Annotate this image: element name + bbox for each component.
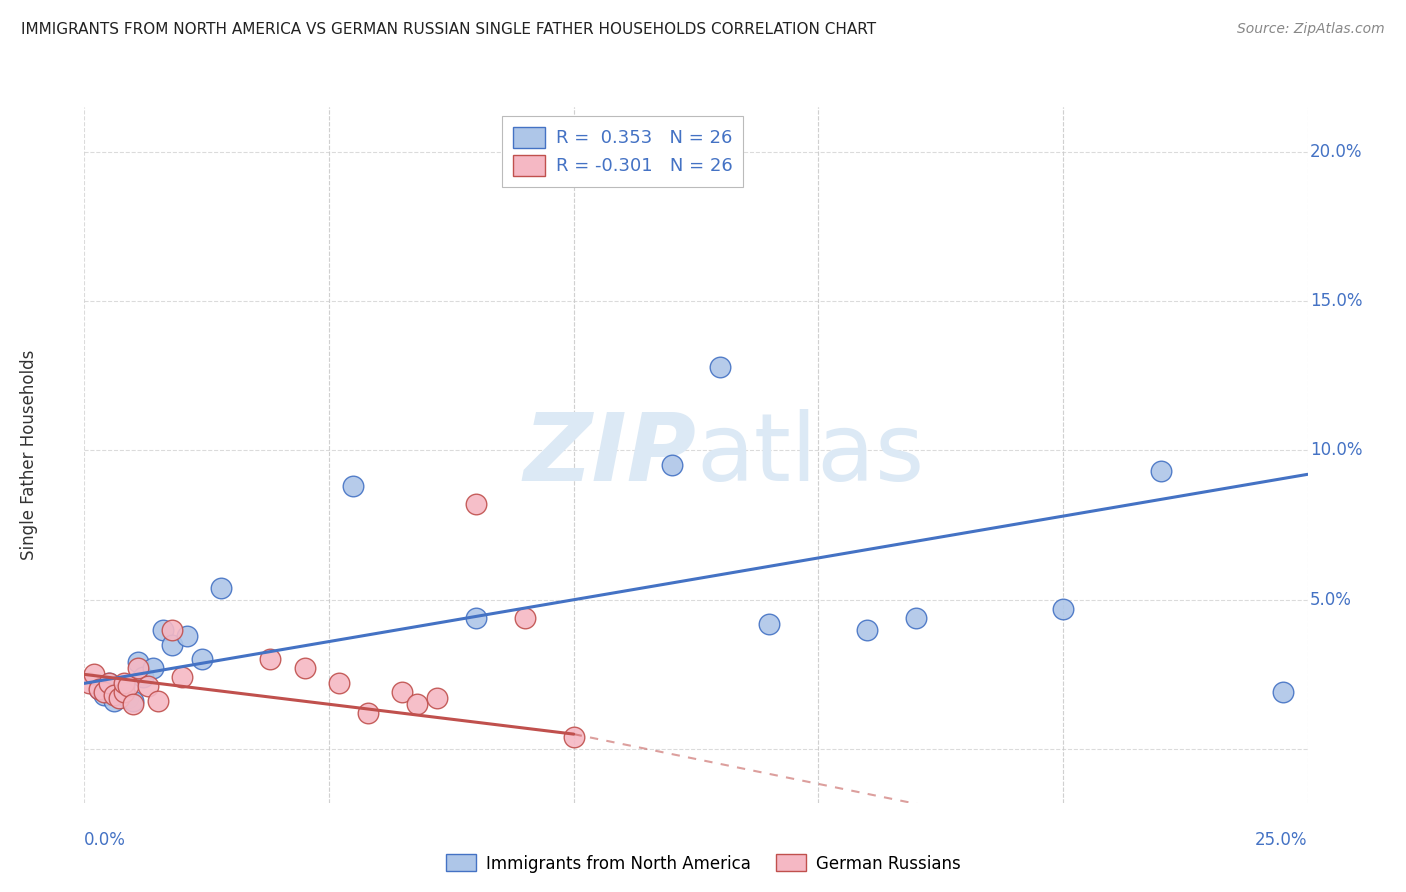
Point: [562, 730, 585, 744]
Point: [661, 458, 683, 473]
Point: [406, 698, 429, 712]
Point: [191, 652, 214, 666]
Text: atlas: atlas: [696, 409, 924, 501]
Point: [87, 682, 110, 697]
Point: [83, 667, 105, 681]
Point: [856, 623, 879, 637]
Point: [328, 676, 350, 690]
Point: [93, 688, 115, 702]
Point: [122, 698, 145, 712]
Point: [342, 479, 364, 493]
Point: [176, 629, 198, 643]
Point: [122, 694, 145, 708]
Point: [87, 682, 110, 697]
Point: [464, 610, 486, 624]
Point: [1272, 685, 1295, 699]
Text: 10.0%: 10.0%: [1310, 442, 1362, 459]
Point: [758, 616, 780, 631]
Point: [132, 670, 155, 684]
Point: [93, 685, 115, 699]
Point: [1052, 601, 1074, 615]
Point: [357, 706, 380, 721]
Text: 0.0%: 0.0%: [84, 830, 127, 848]
Point: [391, 685, 413, 699]
Legend: R =  0.353   N = 26, R = -0.301   N = 26: R = 0.353 N = 26, R = -0.301 N = 26: [502, 116, 744, 186]
Point: [259, 652, 281, 666]
Text: 25.0%: 25.0%: [1256, 830, 1308, 848]
Point: [1150, 464, 1173, 478]
Point: [127, 656, 149, 670]
Point: [107, 691, 129, 706]
Point: [107, 685, 129, 699]
Point: [464, 497, 486, 511]
Text: ZIP: ZIP: [523, 409, 696, 501]
Point: [97, 676, 120, 690]
Point: [117, 691, 139, 706]
Point: [426, 691, 449, 706]
Point: [112, 676, 135, 690]
Text: Source: ZipAtlas.com: Source: ZipAtlas.com: [1237, 22, 1385, 37]
Text: 5.0%: 5.0%: [1310, 591, 1353, 608]
Point: [162, 623, 184, 637]
Point: [103, 694, 125, 708]
Point: [172, 670, 194, 684]
Point: [905, 610, 928, 624]
Text: Single Father Households: Single Father Households: [20, 350, 38, 560]
Point: [709, 359, 731, 374]
Point: [513, 610, 536, 624]
Point: [162, 638, 184, 652]
Point: [103, 688, 125, 702]
Point: [77, 676, 100, 690]
Point: [209, 581, 232, 595]
Legend: Immigrants from North America, German Russians: Immigrants from North America, German Ru…: [439, 847, 967, 880]
Point: [112, 685, 135, 699]
Point: [97, 676, 120, 690]
Point: [136, 679, 159, 693]
Text: 15.0%: 15.0%: [1310, 293, 1362, 310]
Point: [127, 661, 149, 675]
Text: IMMIGRANTS FROM NORTH AMERICA VS GERMAN RUSSIAN SINGLE FATHER HOUSEHOLDS CORRELA: IMMIGRANTS FROM NORTH AMERICA VS GERMAN …: [21, 22, 876, 37]
Point: [146, 694, 169, 708]
Point: [142, 661, 165, 675]
Text: 20.0%: 20.0%: [1310, 143, 1362, 161]
Point: [152, 623, 174, 637]
Point: [117, 679, 139, 693]
Point: [294, 661, 316, 675]
Point: [112, 679, 135, 693]
